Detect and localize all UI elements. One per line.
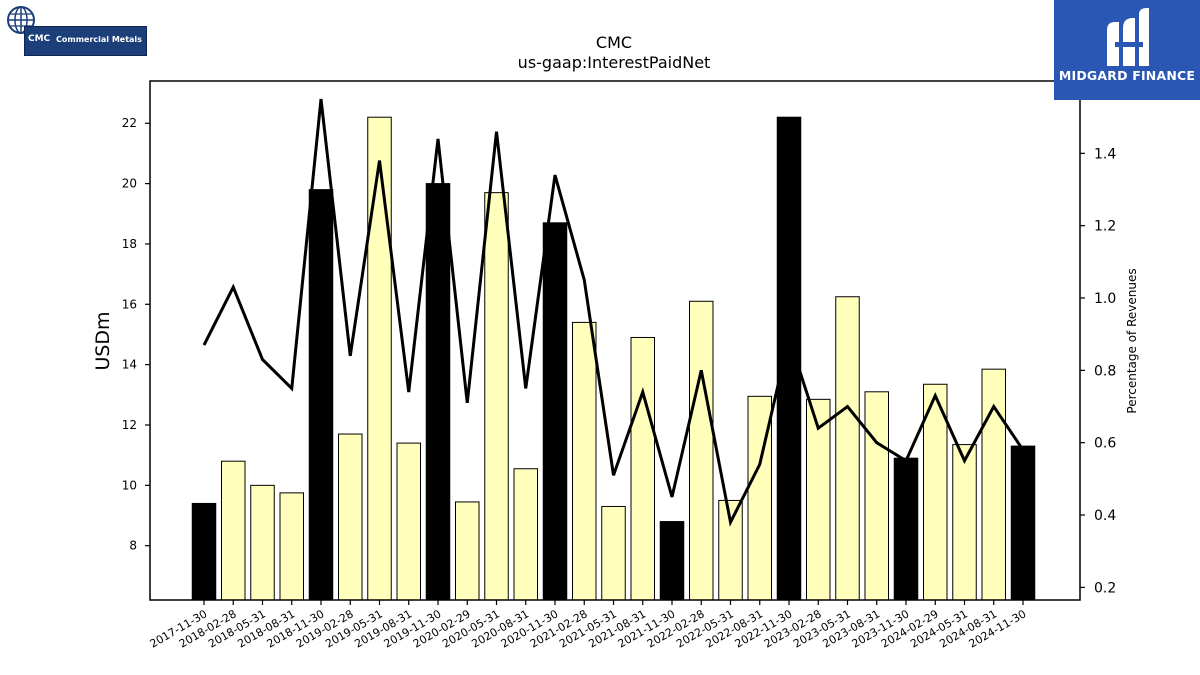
y-tick-label: 14 [122, 358, 137, 372]
cmc-logo: CMC Commercial Metals [4, 5, 147, 56]
midgard-mark-icon [1107, 8, 1149, 66]
y2-tick-label: 0.6 [1094, 436, 1116, 452]
y2-axis: 0.2 0.4 0.6 0.8 1.0 1.2 1.4 [1080, 146, 1116, 596]
bar [572, 321, 597, 601]
bar [250, 484, 275, 601]
bar [981, 368, 1006, 601]
y-tick-label: 12 [122, 418, 137, 432]
cmc-logo-banner [24, 26, 147, 56]
bar [484, 192, 509, 601]
y-tick-label: 20 [122, 177, 137, 191]
bar [835, 296, 860, 601]
chart-title: CMC [596, 33, 632, 52]
bar [367, 116, 392, 601]
bar [659, 521, 685, 601]
cmc-logo-ticker: CMC [28, 34, 51, 44]
bar [425, 183, 451, 601]
x-axis: 2017-11-302018-02-282018-05-312018-08-31… [148, 600, 1029, 651]
line-series [202, 98, 1025, 527]
bar [221, 460, 246, 601]
y2-axis-label: Percentage of Revenues [1125, 268, 1139, 413]
bar [893, 457, 919, 601]
cmc-logo-name: Commercial Metals [56, 35, 142, 44]
bar [308, 189, 334, 601]
y2-tick-label: 1.0 [1094, 291, 1116, 307]
bar [396, 442, 421, 601]
bar [864, 391, 889, 601]
bar [601, 505, 626, 601]
y-axis: 8 10 12 14 16 18 20 22 [122, 116, 150, 553]
chart-subtitle: us-gaap:InterestPaidNet [518, 53, 711, 72]
y2-tick-label: 0.8 [1094, 363, 1116, 379]
y-tick-label: 8 [129, 539, 137, 553]
midgard-finance-logo: MIDGARD FINANCE [1054, 0, 1200, 100]
midgard-finance-name: MIDGARD FINANCE [1058, 68, 1196, 83]
y2-tick-label: 0.4 [1094, 508, 1116, 524]
bar [952, 444, 977, 601]
y-tick-label: 22 [122, 116, 137, 130]
y-tick-label: 10 [122, 478, 137, 492]
bar [542, 222, 568, 601]
bar [689, 300, 714, 601]
bar [191, 502, 217, 601]
bar [455, 501, 480, 601]
y2-tick-label: 1.4 [1094, 146, 1116, 162]
bar [338, 433, 363, 601]
plot-frame [149, 80, 1081, 601]
bar [1010, 445, 1036, 601]
bar [279, 492, 304, 601]
line-series-path [202, 98, 1025, 527]
y2-tick-label: 1.2 [1094, 219, 1116, 235]
y-axis-label: USDm [92, 311, 114, 370]
y-tick-label: 18 [122, 237, 137, 251]
bar [630, 336, 655, 601]
bar [513, 468, 538, 601]
bar-series [191, 116, 1036, 601]
y2-tick-label: 0.2 [1094, 580, 1116, 596]
y-tick-label: 16 [122, 297, 137, 311]
